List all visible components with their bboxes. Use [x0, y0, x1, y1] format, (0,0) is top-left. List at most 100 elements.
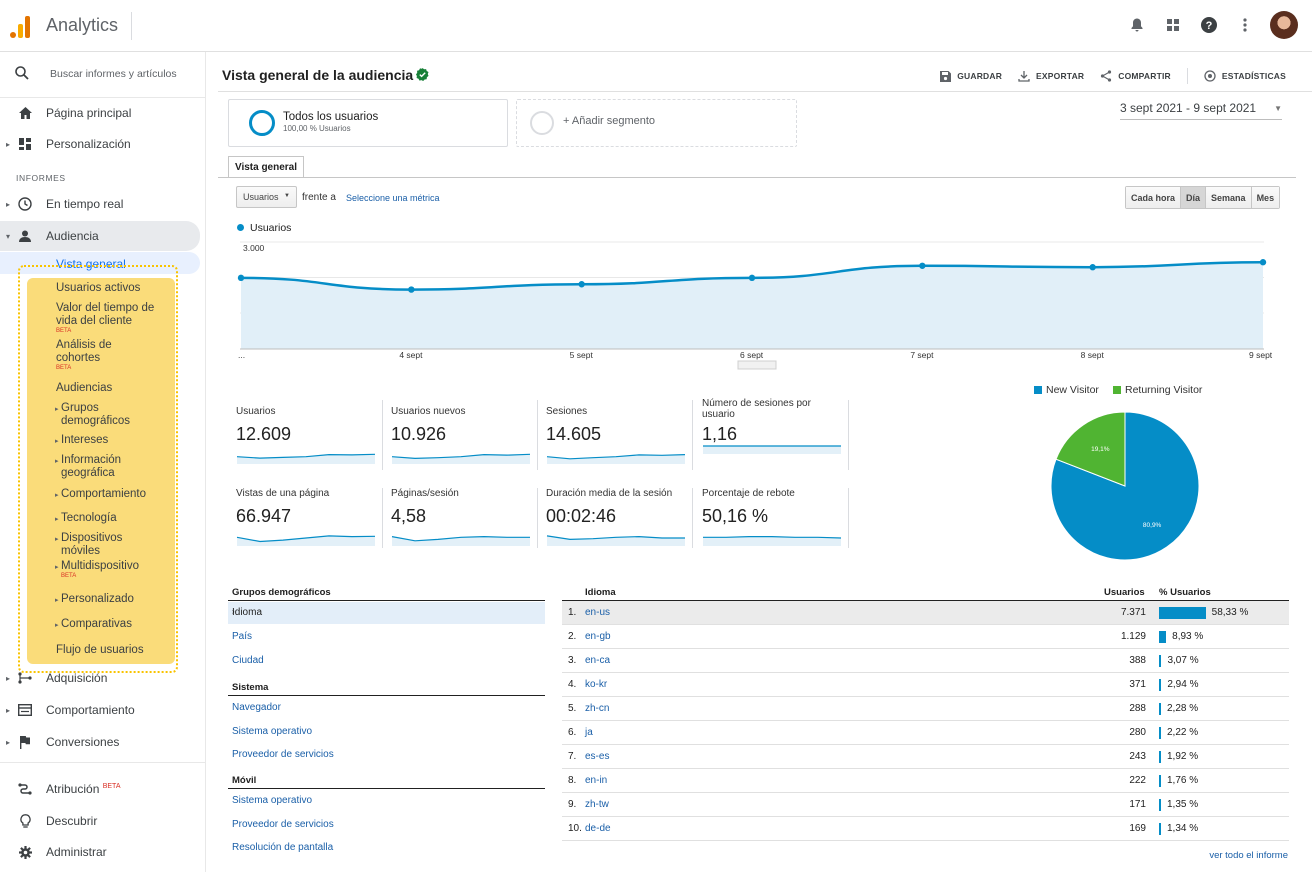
sidebar-item-mobile[interactable]: ▸ Dispositivos móviles: [55, 532, 123, 557]
see-full-report-link[interactable]: ver todo el informe: [1209, 850, 1288, 861]
sidebar-item-custom[interactable]: ▸ Personalizado: [55, 593, 134, 605]
table-row[interactable]: 3. en-ca 388 3,07 %: [562, 649, 1289, 673]
category-browser[interactable]: Navegador: [232, 702, 281, 713]
language-link[interactable]: en-ca: [585, 655, 611, 666]
sidebar-item-home[interactable]: Página principal: [0, 100, 200, 126]
language-link[interactable]: en-us: [585, 607, 611, 618]
language-link[interactable]: zh-tw: [585, 799, 609, 810]
share-icon: [1100, 70, 1112, 82]
metric-card[interactable]: Número de sesiones por usuario 1,16: [702, 398, 852, 464]
table-row[interactable]: 4. ko-kr 371 2,94 %: [562, 673, 1289, 697]
sidebar-item-audience[interactable]: ▾ Audiencia: [0, 221, 200, 251]
sidebar-item-technology[interactable]: ▸ Tecnología: [55, 512, 117, 524]
caret-right-icon: ▸: [6, 705, 11, 715]
category-city[interactable]: Ciudad: [232, 655, 264, 666]
add-segment-button[interactable]: + Añadir segmento: [516, 99, 797, 147]
sidebar-item-interests[interactable]: ▸ Intereses: [55, 434, 109, 446]
sidebar-item-realtime[interactable]: ▸ En tiempo real: [0, 191, 200, 217]
table-row[interactable]: 8. en-in 222 1,76 %: [562, 769, 1289, 793]
sidebar-item-demographics[interactable]: ▸ Grupos demográficos: [55, 402, 131, 427]
language-link[interactable]: de-de: [585, 823, 611, 834]
language-link[interactable]: ja: [585, 727, 593, 738]
granularity-month-button[interactable]: Mes: [1251, 187, 1280, 208]
table-row[interactable]: 6. ja 280 2,22 %: [562, 721, 1289, 745]
sidebar-item-lifetime-value[interactable]: Valor del tiempo de vida del cliente BETA: [56, 302, 166, 334]
share-button[interactable]: COMPARTIR: [1100, 70, 1171, 82]
sidebar-item-discover[interactable]: Descubrir: [0, 808, 200, 834]
column-header-pct: % Usuarios: [1159, 587, 1211, 598]
sidebar-item-benchmarking[interactable]: ▸ Comparativas: [55, 618, 132, 630]
notifications-bell-icon[interactable]: [1126, 14, 1148, 36]
segment-all-users[interactable]: Todos los usuarios 100,00 % Usuarios: [228, 99, 508, 147]
table-row[interactable]: 10. de-de 169 1,34 %: [562, 817, 1289, 841]
table-row[interactable]: 9. zh-tw 171 1,35 %: [562, 793, 1289, 817]
data-point: [237, 274, 245, 282]
category-mobile-os[interactable]: Sistema operativo: [232, 795, 313, 806]
sidebar-item-admin[interactable]: Administrar: [0, 839, 200, 865]
sidebar-item-behavior[interactable]: ▸ Comportamiento: [55, 488, 147, 500]
metric-card[interactable]: Sesiones 14.605: [546, 406, 696, 472]
sidebar-item-acquisition[interactable]: ▸ Adquisición: [0, 665, 200, 691]
metric-value: 1,16: [702, 424, 738, 444]
category-provider[interactable]: Proveedor de servicios: [232, 749, 334, 760]
sidebar-item-users-flow[interactable]: Flujo de usuarios: [56, 644, 144, 656]
sidebar-item-attribution[interactable]: Atribución BETA: [0, 776, 200, 802]
granularity-week-button[interactable]: Semana: [1206, 187, 1252, 208]
sidebar-item-active-users[interactable]: Usuarios activos: [56, 282, 141, 294]
select-metric-link[interactable]: Seleccione una métrica: [346, 193, 440, 203]
language-link[interactable]: en-in: [585, 775, 608, 786]
sidebar-item-overview[interactable]: Vista general: [0, 252, 200, 274]
category-os[interactable]: Sistema operativo: [232, 726, 313, 737]
table-row[interactable]: 1. en-us 7.371 58,33 %: [562, 601, 1289, 625]
caret-right-icon: ▸: [6, 737, 11, 747]
category-screen-resolution[interactable]: Resolución de pantalla: [232, 842, 334, 853]
divider: [692, 400, 693, 470]
tab-overview[interactable]: Vista general: [228, 156, 304, 178]
beta-badge: BETA: [61, 573, 77, 579]
insights-icon: [1204, 70, 1216, 82]
save-button[interactable]: GUARDAR: [939, 70, 1002, 82]
metric-card[interactable]: Páginas/sesión 4,58: [391, 488, 541, 554]
table-row[interactable]: 7. es-es 243 1,92 %: [562, 745, 1289, 769]
sidebar-item-label: Vista general: [56, 257, 126, 271]
row-users: 171: [1129, 799, 1146, 810]
metric-card[interactable]: Vistas de una página 66.947: [236, 488, 386, 554]
language-link[interactable]: es-es: [585, 751, 610, 762]
user-avatar[interactable]: [1270, 11, 1298, 39]
table-row[interactable]: 2. en-gb 1.129 8,93 %: [562, 625, 1289, 649]
sidebar-item-geo[interactable]: ▸ Información geográfica: [55, 454, 122, 479]
metric-card[interactable]: Usuarios 12.609: [236, 406, 386, 472]
insights-button[interactable]: ESTADÍSTICAS: [1204, 70, 1286, 82]
sidebar-item-cohort-analysis[interactable]: Análisis de cohortes BETA: [56, 339, 136, 371]
help-icon[interactable]: ?: [1198, 14, 1220, 36]
granularity-day-button[interactable]: Día: [1181, 187, 1207, 208]
search-bar[interactable]: Buscar informes y artículos: [0, 62, 206, 86]
language-link[interactable]: ko-kr: [585, 679, 608, 690]
metric-value: 66.947: [236, 506, 292, 526]
row-users: 371: [1129, 679, 1146, 690]
metric-dropdown[interactable]: Usuarios ▼: [236, 186, 297, 208]
category-mobile-provider[interactable]: Proveedor de servicios: [232, 819, 334, 830]
table-row[interactable]: 5. zh-cn 288 2,28 %: [562, 697, 1289, 721]
granularity-hourly-button[interactable]: Cada hora: [1126, 187, 1182, 208]
sidebar-item-audiences[interactable]: Audiencias: [56, 382, 113, 394]
category-country[interactable]: País: [232, 631, 253, 642]
language-link[interactable]: zh-cn: [585, 703, 610, 714]
sidebar-item-behavior-main[interactable]: ▸ Comportamiento: [0, 697, 200, 723]
date-range-picker[interactable]: 3 sept 2021 - 9 sept 2021 ▼: [1120, 101, 1282, 120]
category-language[interactable]: Idioma ›: [228, 602, 545, 624]
metric-card[interactable]: Porcentaje de rebote 50,16 %: [702, 488, 852, 554]
sidebar-item-conversions[interactable]: ▸ Conversiones: [0, 729, 200, 755]
metric-card[interactable]: Duración media de la sesión 00:02:46: [546, 488, 696, 554]
metric-card[interactable]: Usuarios nuevos 10.926: [391, 406, 541, 472]
search-icon: [15, 66, 29, 80]
sidebar-item-customization[interactable]: ▸ Personalización: [0, 131, 200, 157]
language-link[interactable]: en-gb: [585, 631, 611, 642]
apps-grid-icon[interactable]: [1162, 14, 1184, 36]
analytics-logo[interactable]: [10, 14, 32, 38]
export-button[interactable]: EXPORTAR: [1018, 70, 1084, 82]
segment-placeholder-icon: [530, 111, 554, 135]
more-vertical-icon[interactable]: [1234, 14, 1256, 36]
sidebar-item-cross-device[interactable]: ▸ Multidispositivo BETA: [55, 560, 139, 579]
divider: [537, 488, 538, 548]
